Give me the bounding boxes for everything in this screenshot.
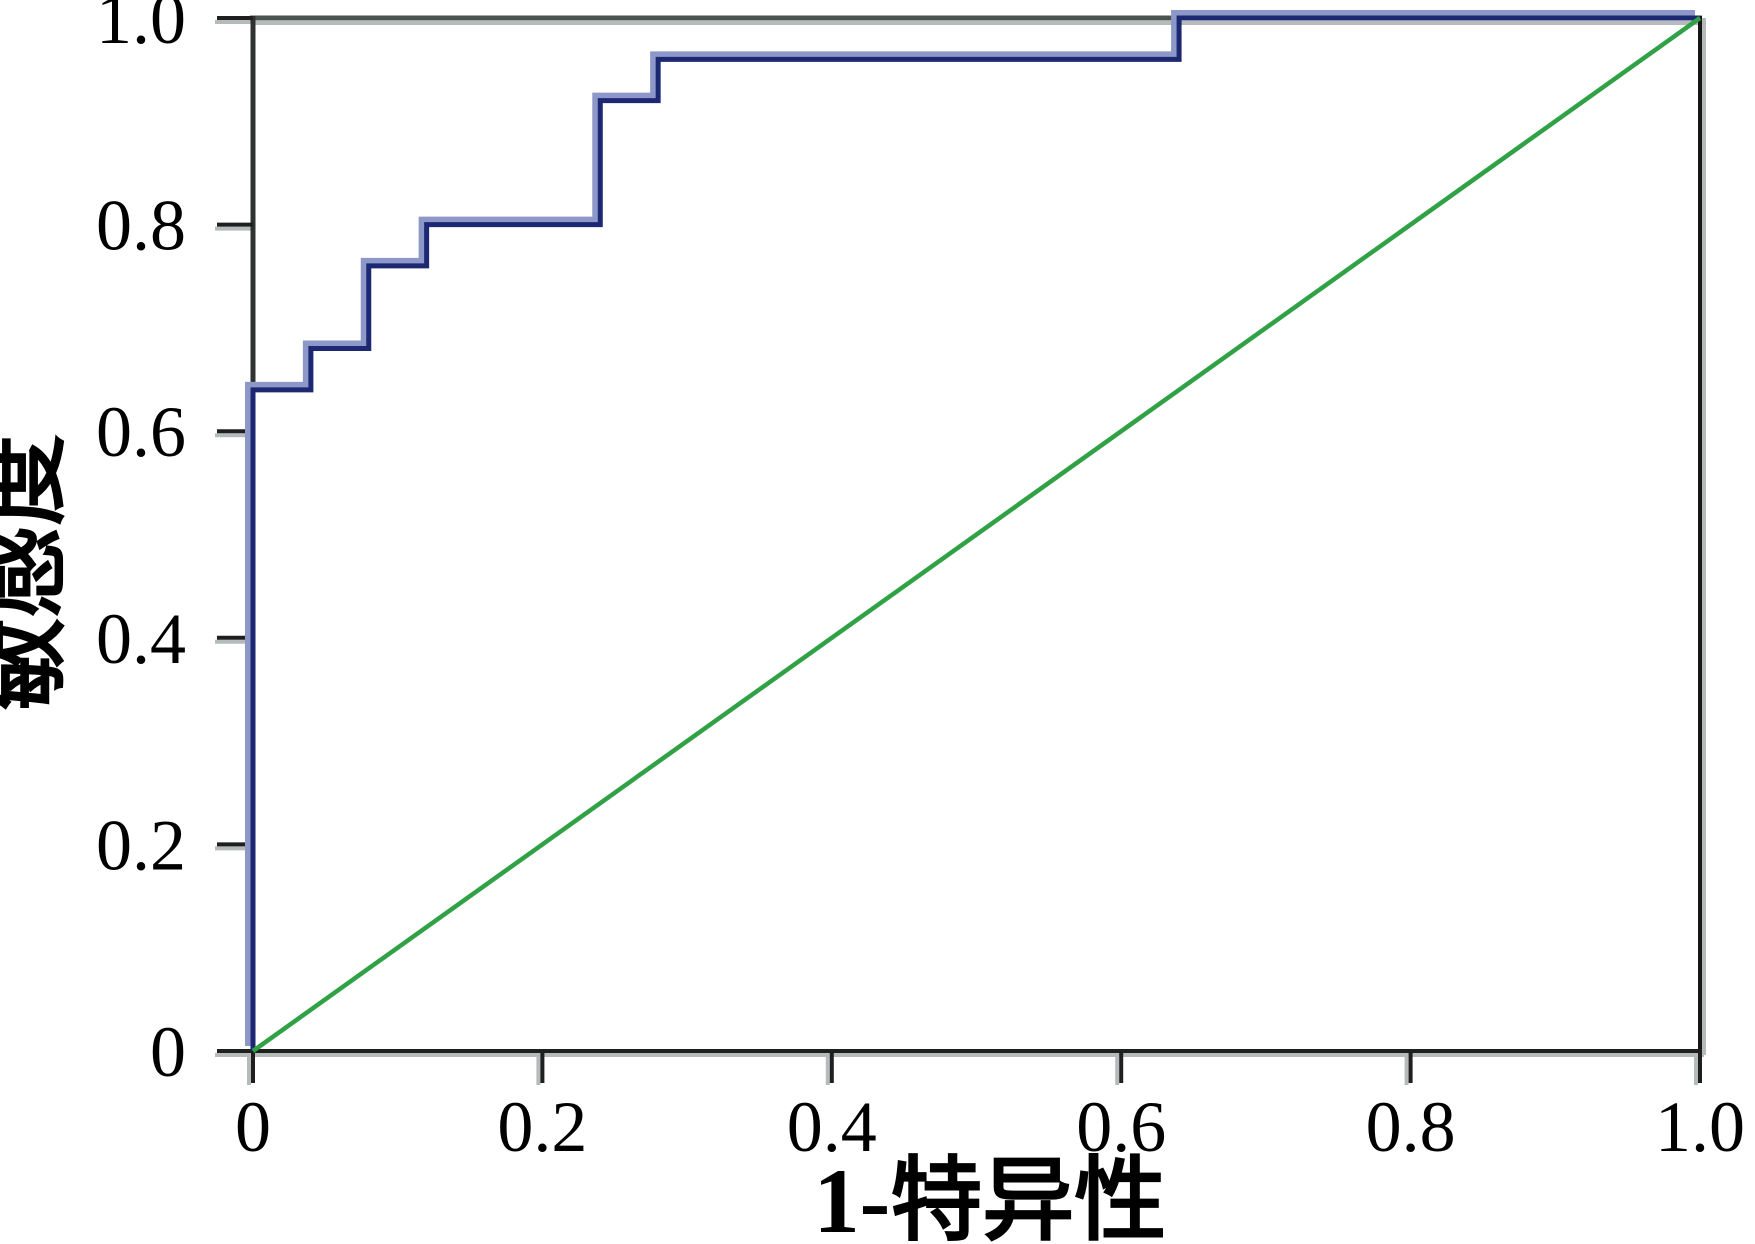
x-tick-label: 0.2 — [497, 1087, 587, 1167]
x-axis-title: 1-特异性 — [814, 1150, 1167, 1244]
y-tick-label: 0 — [150, 1012, 186, 1092]
roc-curve — [250, 15, 1700, 1051]
y-tick-label: 0.6 — [96, 392, 186, 472]
x-tick-label: 0.8 — [1366, 1087, 1456, 1167]
y-tick-label: 0.4 — [96, 599, 186, 679]
reference-diagonal — [251, 16, 1702, 1053]
y-tick-label: 0.2 — [96, 805, 186, 885]
roc-curve-highlight — [245, 10, 1695, 1046]
y-tick-label: 1.0 — [96, 0, 186, 59]
y-axis-title: 敏感度 — [0, 434, 75, 710]
x-tick-label: 0.6 — [1076, 1087, 1166, 1167]
x-tick-label: 1.0 — [1655, 1087, 1745, 1167]
y-tick-label: 0.8 — [96, 186, 186, 266]
x-tick-label: 0.4 — [787, 1087, 877, 1167]
x-tick-label: 0 — [235, 1087, 271, 1167]
